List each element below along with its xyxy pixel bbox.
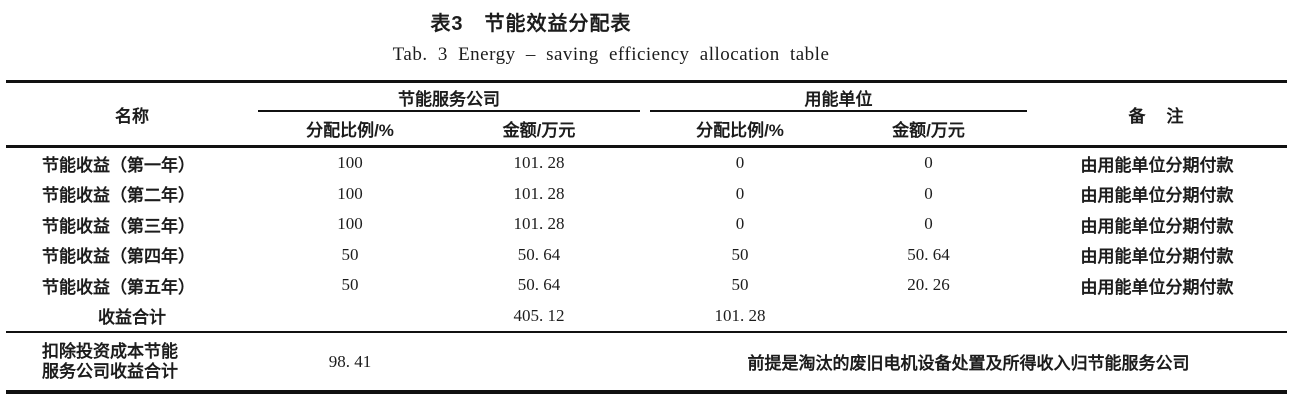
esco-amount-value: 50. 64 — [517, 275, 561, 295]
table-body: 节能收益（第一年） 100 101. 28 0 0 由用能单位分期付款 节能收益… — [6, 148, 1287, 331]
table-caption-zh: 表3 节能效益分配表 — [430, 13, 632, 35]
row-remark: 由用能单位分期付款 — [1080, 216, 1234, 236]
net-row: 扣除投资成本节能 服务公司收益合计 98. 41 前提是淘汰的废旧电机设备处置及… — [6, 333, 1287, 390]
rule-header-bottom — [6, 145, 1287, 148]
row-remark: 由用能单位分期付款 — [1080, 155, 1234, 175]
table-row: 节能收益（第二年） 100 101. 28 0 0 由用能单位分期付款 — [6, 179, 1287, 210]
esco-ratio-value: 100 — [337, 214, 363, 234]
net-row-label: 扣除投资成本节能 服务公司收益合计 — [6, 333, 258, 390]
esco-amount-value: 50. 64 — [517, 244, 561, 264]
header-esco-amount: 金额/万元 — [502, 121, 576, 140]
table-row: 节能收益（第一年） 100 101. 28 0 0 由用能单位分期付款 — [6, 148, 1287, 179]
net-row-label-line1: 扣除投资成本节能 — [42, 341, 178, 361]
esco-amount-value: 101. 28 — [513, 214, 565, 234]
esco-amount-value: 101. 28 — [513, 183, 565, 203]
header-user-ratio: 分配比例/% — [696, 121, 784, 140]
user-amount-value: 0 — [924, 153, 933, 173]
table-row: 节能收益（第四年） 50 50. 64 50 50. 64 由用能单位分期付款 — [6, 240, 1287, 271]
table-row: 节能收益（第三年） 100 101. 28 0 0 由用能单位分期付款 — [6, 209, 1287, 240]
user-ratio-value: 0 — [735, 183, 745, 203]
esco-ratio-value: 50 — [341, 275, 359, 295]
user-ratio-value: 0 — [735, 214, 745, 234]
row-label: 节能收益（第二年） — [42, 186, 195, 206]
net-value: 98. 41 — [328, 351, 372, 371]
user-amount-value: 20. 26 — [907, 275, 950, 295]
user-amount-value: 50. 64 — [907, 244, 950, 264]
header-group-user: 用能单位 — [650, 84, 1027, 112]
esco-amount-value: 101. 28 — [513, 153, 565, 173]
user-amount-value — [830, 301, 1027, 332]
esco-ratio-value: 100 — [337, 153, 363, 173]
row-remark: 由用能单位分期付款 — [1080, 247, 1234, 267]
net-remark: 前提是淘汰的废旧电机设备处置及所得收入归节能服务公司 — [747, 354, 1190, 373]
row-remark: 由用能单位分期付款 — [1080, 186, 1234, 206]
net-row-label-line2: 服务公司收益合计 — [42, 361, 178, 381]
esco-amount-total: 405. 12 — [513, 305, 565, 325]
row-label: 节能收益（第四年） — [42, 247, 195, 267]
user-amount-value: 0 — [924, 214, 933, 234]
table-row: 节能收益（第五年） 50 50. 64 50 20. 26 由用能单位分期付款 — [6, 270, 1287, 301]
rule-top — [6, 80, 1287, 83]
total-row-label: 收益合计 — [98, 308, 166, 328]
total-row: 收益合计 405. 12 101. 28 — [6, 301, 1287, 332]
esco-ratio-value — [258, 301, 442, 332]
row-remark: 由用能单位分期付款 — [1080, 277, 1234, 297]
header-group-esco: 节能服务公司 — [258, 84, 640, 112]
row-label: 节能收益（第三年） — [42, 216, 195, 236]
table-header: 名称 节能服务公司 用能单位 备 注 分配比例/% 金额/万元 分配比例/% 金… — [6, 84, 1287, 145]
row-label: 节能收益（第五年） — [42, 277, 195, 297]
user-ratio-total: 101. 28 — [714, 305, 766, 325]
esco-ratio-value: 100 — [337, 183, 363, 203]
user-amount-value: 0 — [924, 183, 933, 203]
header-user-amount: 金额/万元 — [892, 121, 965, 140]
esco-ratio-value: 50 — [341, 244, 359, 264]
rule-total-bottom — [6, 331, 1287, 333]
header-name: 名称 — [115, 107, 149, 126]
header-remark: 备 注 — [1128, 107, 1186, 126]
user-ratio-value: 0 — [735, 153, 745, 173]
rule-table-bottom — [6, 390, 1287, 394]
user-ratio-value: 50 — [731, 275, 749, 295]
table-caption-en: Tab. 3 Energy – saving efficiency alloca… — [392, 44, 830, 65]
header-esco-ratio: 分配比例/% — [306, 121, 394, 140]
row-remark — [1027, 301, 1287, 332]
user-ratio-value: 50 — [731, 244, 749, 264]
row-label: 节能收益（第一年） — [42, 155, 195, 175]
